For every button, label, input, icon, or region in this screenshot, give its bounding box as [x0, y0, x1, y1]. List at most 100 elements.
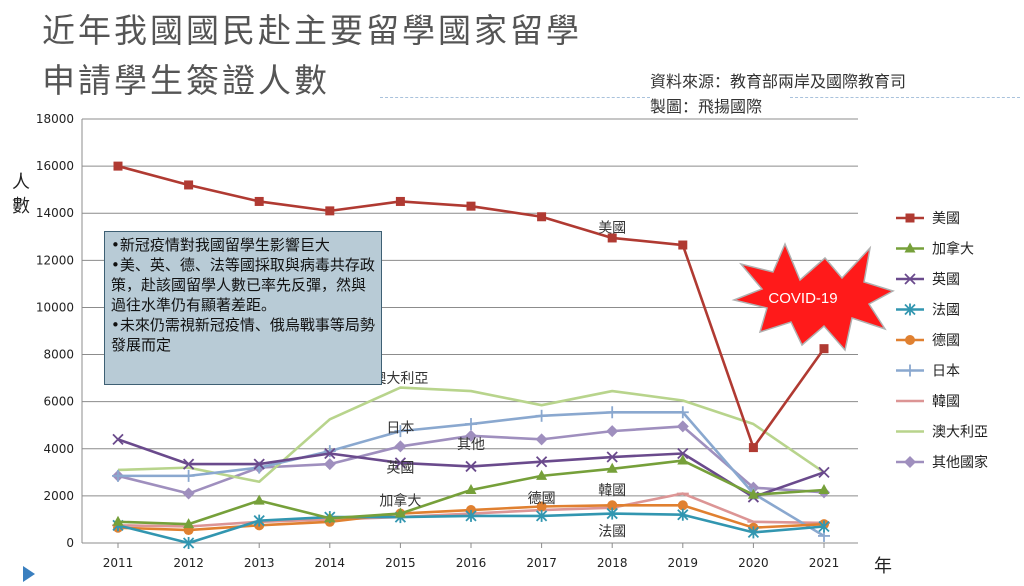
legend-item: 日本: [896, 364, 960, 380]
y-tick-label: 6000: [43, 395, 74, 409]
data-point: [323, 458, 336, 471]
data-source-text: 資料來源：教育部兩岸及國際教育司: [650, 72, 907, 91]
data-point: [677, 508, 689, 521]
x-tick-label: 2015: [385, 556, 416, 570]
series-annotation: 韓國: [598, 483, 626, 499]
legend-label: 英國: [932, 271, 960, 288]
series-加拿大: [112, 454, 830, 529]
data-point: [606, 462, 618, 473]
x-tick-label: 2016: [456, 556, 487, 570]
data-point: [535, 433, 548, 446]
data-point: [606, 507, 618, 520]
title-divider-right: [790, 97, 1020, 98]
data-point: [535, 509, 548, 522]
y-axis-label: 人數: [12, 172, 30, 217]
axes: 0 2000 4000 6000 8000 10000 12000 14000 16000 180…: [12, 112, 892, 577]
legend-item: 美國: [896, 211, 960, 227]
x-tick-label: 2020: [738, 556, 769, 570]
data-point: [394, 507, 406, 518]
data-point: [536, 501, 547, 512]
data-point: [184, 180, 194, 190]
title-divider-left: [380, 97, 650, 98]
data-point: [182, 537, 195, 549]
y-tick-label: 18000: [36, 112, 74, 126]
legend-item: 德國: [896, 333, 960, 349]
data-point: [677, 500, 688, 511]
covid-burst: COVID-19: [731, 242, 895, 352]
legend-label: 澳大利亞: [932, 425, 988, 441]
note-line-2: •美、英、德、法等國採取與病毒共存政策，赴該國留學人數已率先反彈，然與過往水準仍…: [111, 256, 375, 314]
data-point: [607, 500, 618, 511]
data-point: [465, 484, 477, 494]
legend-label: 德國: [932, 333, 960, 349]
data-point: [818, 520, 830, 533]
data-point: [676, 406, 689, 419]
series-美國: [113, 161, 829, 453]
legend-swatch-marker: [904, 456, 916, 468]
legend-label: 法國: [932, 303, 960, 319]
y-tick-label: 16000: [36, 159, 74, 173]
legend-label: 加拿大: [932, 241, 974, 258]
series-layer: [112, 161, 830, 549]
data-point: [536, 469, 548, 480]
data-point: [607, 233, 617, 243]
data-point: [677, 454, 689, 465]
data-point: [748, 443, 758, 453]
note-line-3: •未來仍需視新冠疫情、俄烏戰事等局勢發展而定: [111, 316, 375, 354]
data-point: [394, 457, 407, 469]
data-point: [394, 440, 407, 453]
data-point: [182, 458, 195, 470]
data-point: [676, 420, 689, 433]
x-axis-label: 年: [874, 556, 892, 577]
covid-burst-label: COVID-19: [768, 290, 837, 307]
series-annotation: 其他: [457, 437, 485, 453]
covid-burst-shape: [731, 242, 895, 352]
series-annotation: 加拿大: [379, 493, 421, 510]
chart-title-line-1: 近年我國國民赴主要留學國家留學: [42, 11, 582, 50]
slide-next-arrow-icon[interactable]: [23, 566, 35, 582]
x-tick-label: 2018: [597, 556, 628, 570]
data-point: [465, 509, 477, 522]
data-point: [253, 458, 265, 470]
data-point: [606, 406, 619, 419]
legend-swatch-marker: [905, 213, 915, 223]
legend-swatch-marker: [904, 303, 916, 316]
data-point: [466, 201, 476, 211]
legend-item: 英國: [896, 271, 960, 288]
x-tick-label: 2011: [103, 556, 134, 570]
series-澳大利亞: [117, 386, 825, 484]
legend-item: 韓國: [896, 394, 960, 410]
data-point: [112, 433, 124, 445]
legend-swatch-marker: [904, 242, 916, 253]
data-point: [819, 344, 829, 354]
legend-swatch-marker: [904, 273, 916, 285]
x-tick-label: 2021: [809, 556, 840, 570]
chart-title-line-2: 申請學生簽證人數: [42, 61, 330, 100]
data-point: [535, 409, 548, 422]
x-tick-label: 2012: [173, 556, 204, 570]
y-tick-label: 4000: [43, 442, 74, 456]
data-point: [112, 515, 124, 526]
data-point: [324, 447, 336, 460]
y-tick-label: 12000: [36, 253, 74, 267]
legend-label: 韓國: [932, 394, 960, 410]
x-tick-label: 2014: [315, 556, 346, 570]
series-annotation: 日本: [386, 421, 414, 437]
chart-maker-text: 製圖：飛揚國際: [650, 97, 763, 116]
data-point: [112, 469, 124, 482]
legend-item: 法國: [896, 303, 960, 319]
data-point: [113, 161, 123, 171]
data-point: [182, 469, 195, 482]
data-point: [394, 425, 407, 438]
data-point: [747, 488, 759, 499]
series-annotation: 德國: [528, 491, 556, 507]
data-point: [678, 240, 688, 250]
legend-label: 其他國家: [932, 454, 988, 471]
y-tick-label: 8000: [43, 348, 74, 362]
series-annotation: 澳大利亞: [372, 371, 428, 387]
data-point: [324, 512, 336, 523]
note-line-1: •新冠疫情對我國留學生影響巨大: [111, 236, 330, 254]
legend-item: 澳大利亞: [896, 425, 988, 441]
